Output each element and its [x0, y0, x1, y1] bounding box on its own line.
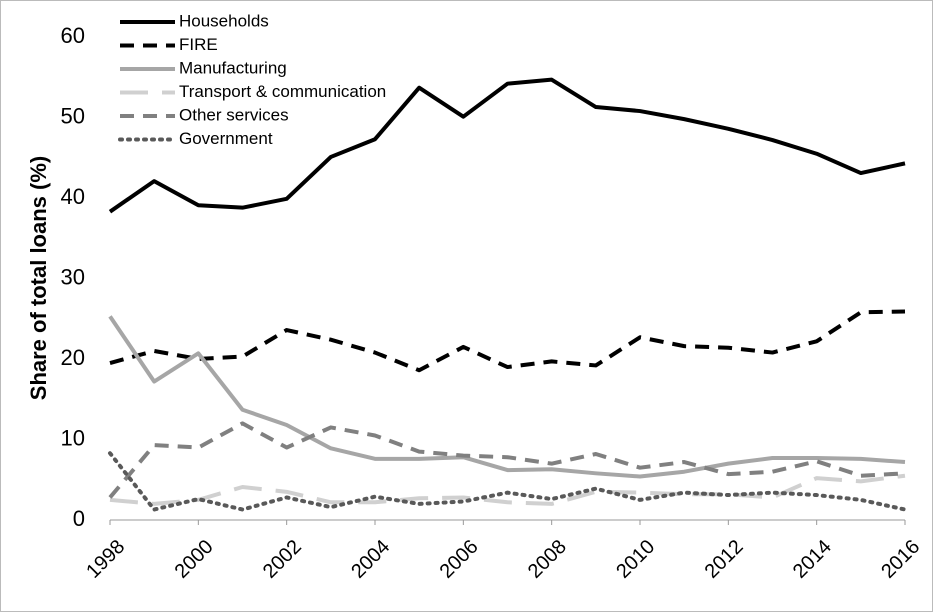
y-tick-label: 10 [61, 425, 85, 450]
x-tick-label: 2012 [701, 536, 748, 583]
x-tick-label: 2002 [259, 536, 306, 583]
legend-label: Transport & communication [179, 82, 386, 101]
legend-label: Households [179, 11, 269, 30]
series-line [108, 77, 906, 214]
x-tick-label: 2006 [436, 536, 483, 583]
series-line [108, 451, 907, 512]
y-tick-label: 40 [61, 184, 85, 209]
y-tick-label: 30 [61, 264, 85, 289]
legend-label: FIRE [179, 35, 218, 54]
x-tick-label: 1998 [82, 536, 129, 583]
y-tick-label: 20 [61, 345, 85, 370]
x-tick-label: 2010 [612, 536, 659, 583]
x-tick-label: 2000 [171, 536, 218, 583]
y-tick-label: 50 [61, 103, 85, 128]
legend-label: Other services [179, 105, 289, 124]
y-tick-label: 60 [61, 23, 85, 48]
x-tick-label: 2016 [877, 536, 924, 583]
series-line [108, 315, 906, 479]
series-line [109, 309, 906, 373]
series-line [108, 421, 906, 499]
x-tick-label: 2004 [347, 536, 394, 583]
y-axis-label: Share of total loans (%) [26, 156, 51, 400]
y-tick-label: 0 [73, 506, 85, 531]
x-tick-label: 2008 [524, 536, 571, 583]
series-line [109, 473, 906, 506]
legend-label: Manufacturing [179, 58, 287, 77]
x-tick-label: 2014 [789, 536, 836, 583]
legend-label: Government [179, 129, 273, 148]
